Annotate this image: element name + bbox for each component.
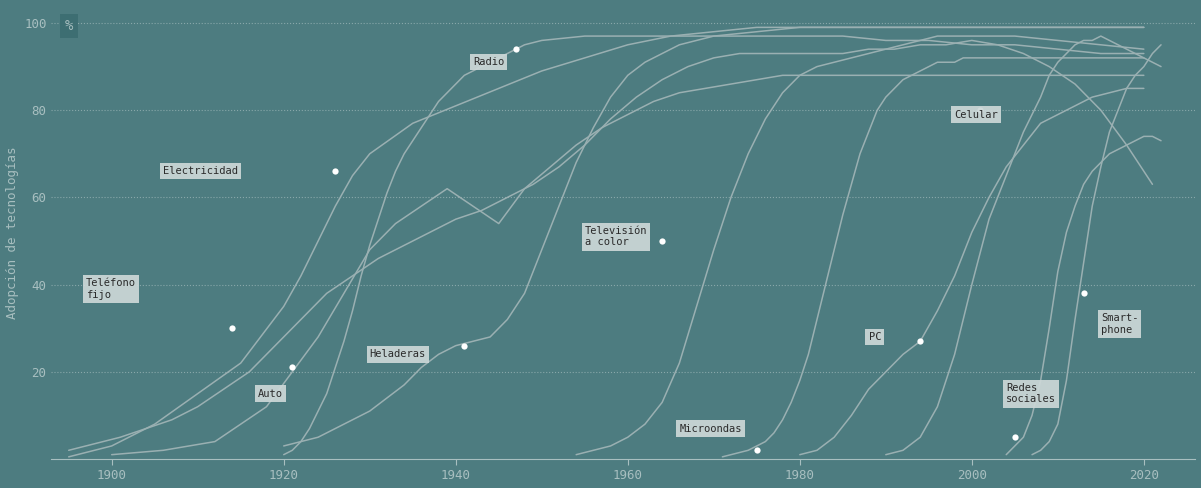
Text: Microondas: Microondas [680, 424, 742, 433]
Text: Televisión
a color: Televisión a color [585, 226, 647, 247]
Y-axis label: Adopción de tecnologías: Adopción de tecnologías [6, 146, 18, 319]
Text: Celular: Celular [955, 110, 998, 120]
Text: Electricidad: Electricidad [163, 166, 238, 176]
Text: Auto: Auto [258, 388, 283, 399]
Text: Smart-
phone: Smart- phone [1101, 313, 1139, 335]
Text: Radio: Radio [473, 57, 504, 67]
Text: Teléfono
fijo: Teléfono fijo [86, 278, 136, 300]
Text: Redes
sociales: Redes sociales [1006, 383, 1056, 405]
Text: PC: PC [868, 332, 882, 342]
Text: Heladeras: Heladeras [370, 349, 426, 359]
Text: %: % [65, 19, 73, 33]
